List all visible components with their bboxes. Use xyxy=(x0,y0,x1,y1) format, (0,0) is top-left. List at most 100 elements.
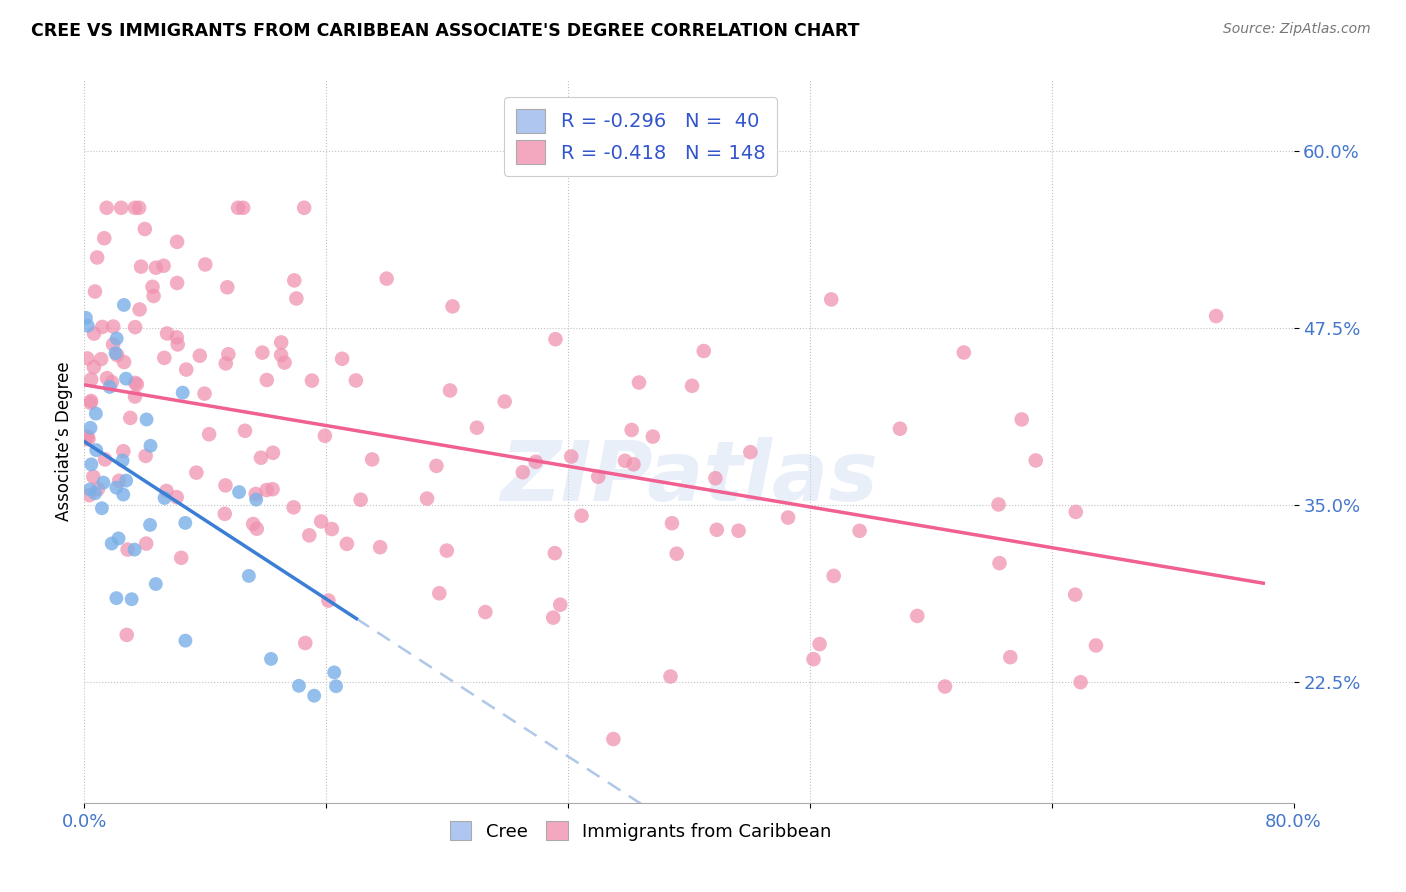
Point xyxy=(803,652,825,666)
Point xyxy=(84,407,107,421)
Point xyxy=(217,347,239,361)
Point xyxy=(101,375,124,389)
Point xyxy=(79,396,101,410)
Point xyxy=(848,524,870,538)
Point xyxy=(325,679,347,693)
Point xyxy=(128,201,150,215)
Point xyxy=(166,276,188,290)
Point xyxy=(288,679,311,693)
Point xyxy=(214,507,236,521)
Point xyxy=(135,412,157,426)
Point xyxy=(416,491,439,506)
Point xyxy=(174,362,197,376)
Point xyxy=(336,537,359,551)
Point xyxy=(368,540,391,554)
Point xyxy=(727,524,749,538)
Point xyxy=(214,478,236,492)
Point xyxy=(96,201,118,215)
Point xyxy=(105,481,128,495)
Point xyxy=(156,326,179,341)
Point xyxy=(152,259,174,273)
Legend: Cree, Immigrants from Caribbean: Cree, Immigrants from Caribbean xyxy=(443,814,838,848)
Point xyxy=(80,394,103,409)
Point xyxy=(105,591,128,606)
Point xyxy=(77,432,100,446)
Point xyxy=(226,201,249,215)
Point xyxy=(79,483,101,497)
Point xyxy=(1025,453,1047,467)
Point xyxy=(107,532,129,546)
Point xyxy=(115,474,138,488)
Point xyxy=(623,457,645,471)
Point xyxy=(90,501,112,516)
Point xyxy=(252,345,274,359)
Point xyxy=(105,331,128,345)
Point xyxy=(571,508,593,523)
Point xyxy=(321,522,343,536)
Point xyxy=(318,593,340,607)
Point xyxy=(76,429,98,443)
Point xyxy=(198,427,221,442)
Point xyxy=(260,652,283,666)
Point xyxy=(706,523,728,537)
Point xyxy=(121,592,143,607)
Point xyxy=(301,374,323,388)
Point xyxy=(124,390,146,404)
Point xyxy=(427,586,450,600)
Point xyxy=(79,421,101,435)
Point xyxy=(115,371,138,385)
Point xyxy=(1000,650,1022,665)
Point xyxy=(84,486,107,500)
Point xyxy=(76,351,98,366)
Point xyxy=(217,280,239,294)
Point xyxy=(108,474,131,488)
Point xyxy=(283,500,305,515)
Point xyxy=(145,577,167,591)
Point xyxy=(302,689,325,703)
Point xyxy=(139,517,162,532)
Point xyxy=(115,628,138,642)
Point xyxy=(228,485,250,500)
Point xyxy=(238,569,260,583)
Point xyxy=(1064,588,1087,602)
Point xyxy=(436,543,458,558)
Point xyxy=(704,471,727,485)
Point xyxy=(659,669,682,683)
Point xyxy=(134,222,156,236)
Point xyxy=(294,636,316,650)
Point xyxy=(233,424,256,438)
Point xyxy=(174,633,197,648)
Point xyxy=(166,330,188,344)
Point xyxy=(242,516,264,531)
Point xyxy=(84,285,107,299)
Point xyxy=(465,420,488,434)
Point xyxy=(560,450,582,464)
Point xyxy=(375,271,398,285)
Point xyxy=(309,515,332,529)
Point xyxy=(120,410,142,425)
Point xyxy=(614,454,637,468)
Point xyxy=(586,470,609,484)
Point xyxy=(96,371,118,385)
Point xyxy=(350,492,373,507)
Point xyxy=(101,337,124,351)
Point xyxy=(344,374,367,388)
Point xyxy=(75,432,97,446)
Point xyxy=(80,458,103,472)
Point xyxy=(82,469,104,483)
Point xyxy=(124,320,146,334)
Point xyxy=(194,257,217,271)
Point xyxy=(1011,412,1033,426)
Point xyxy=(104,346,127,360)
Point xyxy=(188,349,211,363)
Point xyxy=(273,355,295,369)
Point xyxy=(889,422,911,436)
Point xyxy=(314,429,336,443)
Point xyxy=(285,292,308,306)
Point xyxy=(823,569,845,583)
Point xyxy=(100,536,122,550)
Point xyxy=(135,536,157,550)
Point xyxy=(361,452,384,467)
Point xyxy=(94,452,117,467)
Point xyxy=(439,384,461,398)
